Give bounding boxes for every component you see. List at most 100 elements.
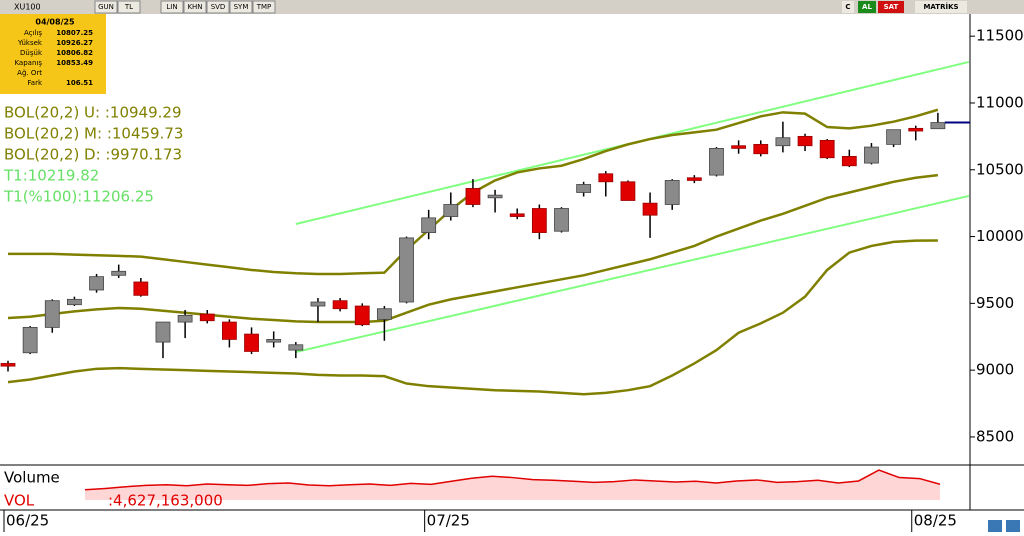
x-tick-label: 06/25 (6, 512, 49, 530)
candle-body (775, 137, 791, 147)
candle-body (155, 321, 171, 343)
toolbar-right-label: C (845, 3, 850, 11)
y-tick-label: 9000 (976, 361, 1014, 379)
info-label: Yüksek (17, 39, 43, 47)
toolbar-button[interactable] (160, 0, 184, 14)
candle-body (709, 147, 724, 176)
candle-body (598, 173, 614, 183)
volume-value: :4,627,163,000 (108, 492, 223, 510)
candle-body (509, 213, 525, 217)
candle-body (908, 127, 924, 132)
candle-body (177, 314, 193, 323)
candle-body (487, 194, 503, 199)
trend-line (295, 194, 970, 353)
toolbar-right-label: SAT (884, 3, 899, 11)
candle-body (22, 327, 38, 354)
candle-body (421, 217, 437, 233)
info-box (0, 14, 106, 94)
legend-entry: T1(%100):11206.25 (3, 188, 154, 206)
candle-body (554, 208, 569, 232)
toolbar-button[interactable] (117, 0, 141, 14)
candle-body (399, 237, 414, 303)
candle-body (664, 180, 680, 205)
volume-line (84, 469, 941, 491)
info-value: 106.51 (66, 79, 93, 87)
candle-body (731, 145, 747, 149)
candle-body (133, 281, 149, 296)
toolbar-right-label: AL (862, 3, 872, 11)
legend-entry: T1:10219.82 (3, 167, 99, 185)
candle-body (443, 204, 459, 217)
toolbar-right-label: MATRİKS (923, 2, 958, 11)
x-tick-label: 08/25 (914, 512, 957, 530)
volume-title: Volume (4, 469, 60, 487)
toolbar-button-label: GUN (98, 3, 114, 11)
candle-body (841, 156, 857, 167)
x-tick-label: 07/25 (427, 512, 470, 530)
toolbar-button-label: TMP (256, 3, 272, 11)
candle-body (753, 143, 769, 155)
y-tick-label: 11000 (976, 93, 1024, 111)
toolbar-button-label: KHN (187, 3, 202, 11)
candle-body (199, 313, 215, 322)
toolbar-button-label: SVD (211, 3, 226, 11)
volume-area (85, 470, 940, 500)
candle-body (531, 208, 547, 233)
info-label: Ağ. Ort (17, 69, 42, 77)
toolbar-button[interactable] (206, 0, 230, 14)
candle-body (686, 177, 702, 181)
volume-label: VOL (4, 492, 35, 510)
info-label: Açılış (24, 29, 42, 37)
toolbar-right-button[interactable] (858, 1, 876, 13)
info-label: Düşük (20, 49, 43, 57)
info-label: Fark (27, 79, 43, 87)
candle-body (111, 270, 127, 276)
info-value: 10926.27 (56, 39, 93, 47)
info-date: 04/08/25 (35, 18, 75, 27)
candle-body (642, 202, 658, 216)
toolbar-button[interactable] (252, 0, 276, 14)
legend-entry: BOL(20,2) D: :9970.173 (4, 146, 182, 164)
plot-bg (0, 14, 1024, 536)
candle-body (332, 300, 348, 310)
settings-button[interactable] (1006, 520, 1020, 532)
toolbar-button-label: LIN (166, 3, 177, 11)
candle-body (288, 344, 304, 351)
y-tick-label: 9500 (976, 294, 1014, 312)
candle-body (89, 276, 104, 291)
symbol: XU100 (14, 3, 41, 12)
zoom-button[interactable] (988, 520, 1002, 532)
candle-body (797, 135, 813, 147)
candle-body (244, 333, 259, 352)
candle-body (44, 300, 60, 328)
candle-body (376, 308, 392, 320)
candle-body (465, 188, 481, 205)
y-tick-label: 10000 (976, 227, 1024, 245)
candle-body (310, 301, 326, 307)
toolbar-button[interactable] (229, 0, 253, 14)
toolbar-right-button[interactable] (842, 1, 854, 13)
toolbar-button[interactable] (94, 0, 118, 14)
y-tick-label: 8500 (976, 427, 1014, 445)
bollinger-band (7, 239, 938, 396)
bollinger-band (7, 173, 939, 324)
y-tick-label: 11500 (976, 27, 1024, 45)
info-value: 10807.25 (56, 29, 93, 37)
info-label: Kapanış (14, 59, 42, 67)
candle-body (886, 129, 901, 145)
candle-body (266, 339, 282, 343)
toolbar-button[interactable] (183, 0, 207, 14)
candle-body (67, 298, 82, 306)
candle-body (819, 139, 835, 159)
candle-body (576, 184, 592, 193)
candle-body (620, 181, 636, 201)
legend-entry: BOL(20,2) M: :10459.73 (4, 125, 183, 143)
toolbar-right-button[interactable] (878, 1, 904, 13)
toolbar-right-button[interactable] (915, 1, 967, 13)
candle-body (930, 122, 946, 130)
candle-body (221, 321, 237, 340)
legend-entry: BOL(20,2) U: :10949.29 (4, 104, 182, 122)
candle-body (354, 305, 370, 326)
